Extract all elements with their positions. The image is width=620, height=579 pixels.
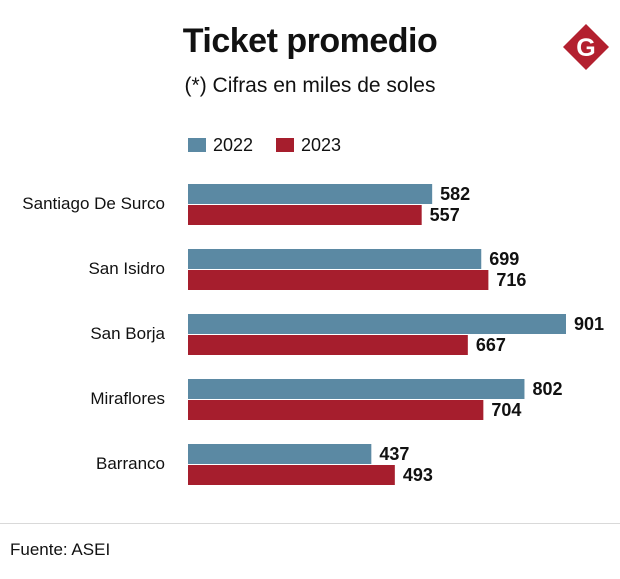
category-label: San Borja <box>90 324 165 343</box>
value-label-2023: 716 <box>496 270 526 290</box>
category-label: Miraflores <box>90 389 165 408</box>
source-note: Fuente: ASEI <box>10 540 111 559</box>
bar-2022 <box>188 184 433 204</box>
legend-swatch-2022 <box>188 138 206 152</box>
bar-2023 <box>188 465 395 485</box>
value-label-2022: 582 <box>440 184 470 204</box>
brand-logo-icon: G <box>563 24 609 70</box>
category-label: Barranco <box>96 454 165 473</box>
value-label-2023: 667 <box>476 335 506 355</box>
value-label-2022: 699 <box>489 249 519 269</box>
legend-swatch-2023 <box>276 138 294 152</box>
value-label-2022: 802 <box>532 379 562 399</box>
value-label-2022: 901 <box>574 314 604 334</box>
bar-2022 <box>188 249 482 269</box>
value-label-2023: 493 <box>403 465 433 485</box>
bar-2023 <box>188 335 468 355</box>
chart-subtitle: (*) Cifras en miles de soles <box>184 74 436 97</box>
legend-label-2023: 2023 <box>301 135 341 155</box>
value-label-2023: 704 <box>491 400 521 420</box>
bar-2023 <box>188 205 422 225</box>
footer-divider <box>0 523 620 524</box>
bar-2022 <box>188 379 525 399</box>
bar-2023 <box>188 270 489 290</box>
logo-letter: G <box>576 34 595 62</box>
bar-2022 <box>188 444 372 464</box>
value-label-2023: 557 <box>430 205 460 225</box>
bar-2023 <box>188 400 484 420</box>
category-label: Santiago De Surco <box>22 194 165 213</box>
legend-label-2022: 2022 <box>213 135 253 155</box>
value-label-2022: 437 <box>379 444 409 464</box>
category-label: San Isidro <box>88 259 165 278</box>
chart-title: Ticket promedio <box>182 22 438 60</box>
logo-diamond <box>563 24 609 70</box>
bar-2022 <box>188 314 566 334</box>
